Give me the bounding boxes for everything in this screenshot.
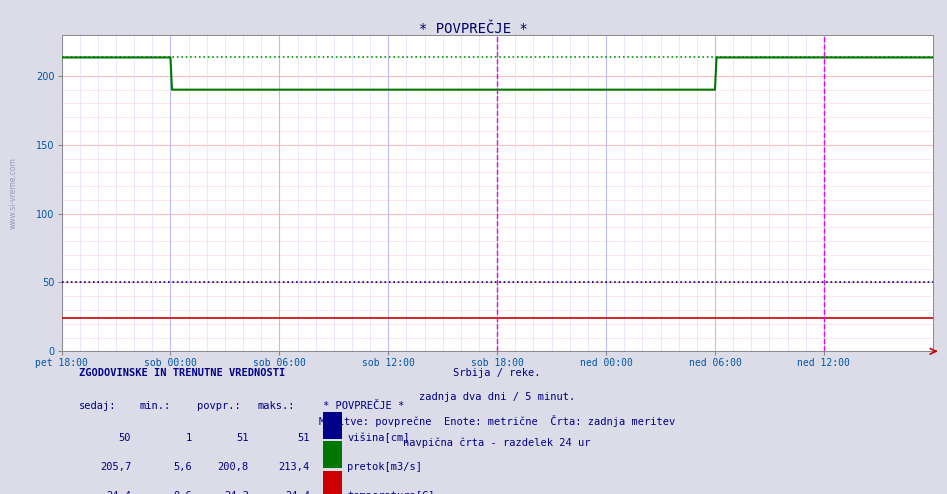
Text: * POVPREČJE *: * POVPREČJE * <box>420 22 527 36</box>
Text: 205,7: 205,7 <box>100 462 132 472</box>
Text: zadnja dva dni / 5 minut.: zadnja dva dni / 5 minut. <box>420 392 575 402</box>
Bar <box>323 471 342 494</box>
Text: Meritve: povprečne  Enote: metrične  Črta: zadnja meritev: Meritve: povprečne Enote: metrične Črta:… <box>319 414 675 427</box>
Text: 51: 51 <box>237 433 249 443</box>
Text: maks.:: maks.: <box>258 401 295 412</box>
Text: povpr.:: povpr.: <box>197 401 241 412</box>
Bar <box>323 442 342 468</box>
Text: www.si-vreme.com: www.si-vreme.com <box>9 157 18 229</box>
Text: ZGODOVINSKE IN TRENUTNE VREDNOSTI: ZGODOVINSKE IN TRENUTNE VREDNOSTI <box>79 369 285 378</box>
Text: * POVPREČJE *: * POVPREČJE * <box>323 401 404 412</box>
Text: 1: 1 <box>186 433 192 443</box>
Text: 24,4: 24,4 <box>285 492 310 494</box>
Text: 213,4: 213,4 <box>278 462 310 472</box>
Text: 24,3: 24,3 <box>223 492 249 494</box>
Text: 24,4: 24,4 <box>106 492 132 494</box>
Text: 200,8: 200,8 <box>218 462 249 472</box>
Text: temperatura[C]: temperatura[C] <box>348 492 435 494</box>
Text: 0,6: 0,6 <box>173 492 192 494</box>
Text: Srbija / reke.: Srbija / reke. <box>454 369 541 378</box>
Text: 51: 51 <box>297 433 310 443</box>
Text: 5,6: 5,6 <box>173 462 192 472</box>
Text: pretok[m3/s]: pretok[m3/s] <box>348 462 422 472</box>
Text: min.:: min.: <box>140 401 171 412</box>
Text: sedaj:: sedaj: <box>79 401 116 412</box>
Text: višina[cm]: višina[cm] <box>348 433 410 443</box>
Text: navpična črta - razdelek 24 ur: navpična črta - razdelek 24 ur <box>403 438 591 449</box>
Bar <box>323 412 342 439</box>
Text: 50: 50 <box>118 433 132 443</box>
